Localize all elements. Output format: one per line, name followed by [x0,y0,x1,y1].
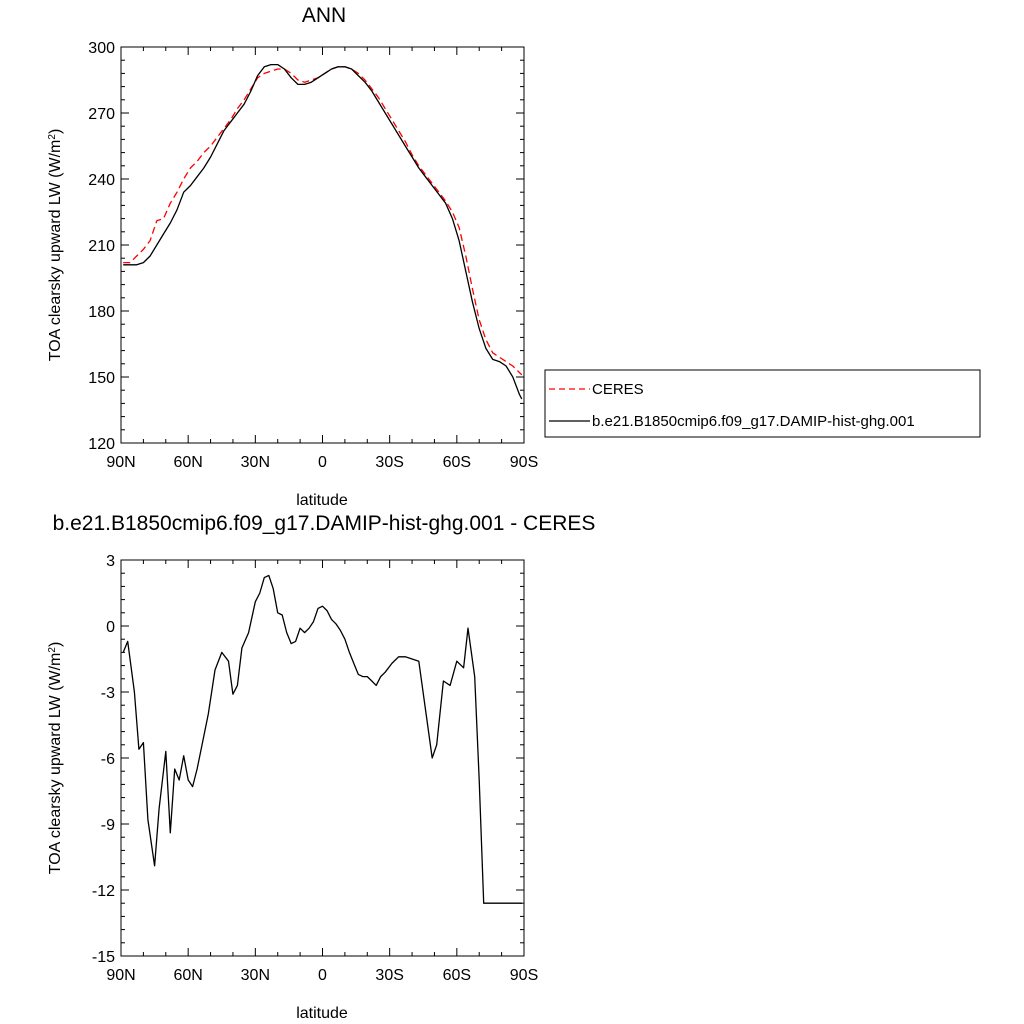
bottom-y-axis-label-main: TOA clearsky upward LW (W/m [47,653,64,875]
bottom-y-tick-label: -12 [92,883,115,900]
top-y-tick-label: 180 [88,304,115,321]
bottom-series-lines [122,574,522,904]
top-x-tick-label: 90N [106,454,135,471]
top-x-tick-label: 0 [318,454,327,471]
bottom-y-axis-label: TOA clearsky upward LW (W/m2) [47,642,65,875]
top-chart-title: ANN [302,4,346,27]
top-y-axis-label-close: ) [47,129,64,134]
legend-label-model: b.e21.B1850cmip6.f09_g17.DAMIP-hist-ghg.… [592,413,915,430]
top-x-tick-label: 60N [173,454,202,471]
top-panel: ANN 90N 60N 30N 0 30S 60S 90S 120 150 180 210 240 27… [47,4,539,509]
top-x-axis-label: latitude [296,492,348,509]
bottom-x-axis-label: latitude [296,1005,348,1022]
top-y-tick-label: 120 [88,436,115,453]
top-series-line-0 [123,66,523,376]
bottom-panel: b.e21.B1850cmip6.f09_g17.DAMIP-hist-ghg.… [47,512,596,1022]
top-x-tick-label: 90S [510,454,538,471]
legend-box [544,369,981,438]
bottom-x-tick-label: 60N [173,967,202,984]
bottom-x-tick-label: 60S [443,967,471,984]
bottom-y-axis-label-close: ) [47,642,64,647]
top-y-tick-label: 240 [88,172,115,189]
top-x-tick-label: 60S [443,454,471,471]
top-x-tick-label: 30S [375,454,403,471]
bottom-y-tick-label: -6 [101,751,115,768]
top-y-tick-label: 300 [88,40,115,57]
top-y-axis-label-sup: 2 [47,134,58,140]
top-y-tick-label: 210 [88,238,115,255]
bottom-y-tick-label: -3 [101,685,115,702]
top-series-lines [123,63,523,400]
bottom-x-tick-label: 90S [510,967,538,984]
top-x-tick-label: 30N [241,454,270,471]
top-y-tick-label: 270 [88,106,115,123]
top-y-axis-label: TOA clearsky upward LW (W/m2) [47,129,65,362]
bottom-x-tick-label: 30S [375,967,403,984]
bottom-x-tick-label: 0 [318,967,327,984]
top-y-tick-label: 150 [88,370,115,387]
bottom-series-line-0 [122,574,522,904]
top-series-line-1 [123,63,523,400]
bottom-y-tick-label: 3 [106,553,115,570]
bottom-y-tick-label: -15 [92,949,115,966]
top-ticks: 90N 60N 30N 0 30S 60S 90S 120 150 180 210 240 270 300 [88,40,538,471]
bottom-x-tick-label: 30N [241,967,270,984]
bottom-y-axis-label-sup: 2 [47,647,58,653]
bottom-plot-frame [120,559,525,957]
legend-label-ceres: CERES [592,381,644,398]
top-y-axis-label-main: TOA clearsky upward LW (W/m [47,140,64,362]
legend: CERES b.e21.B1850cmip6.f09_g17.DAMIP-his… [544,369,981,438]
bottom-ticks: 90N 60N 30N 0 30S 60S 90S -15 -12 -9 -6 -3 0 3 [92,553,538,984]
bottom-y-tick-label: -9 [101,817,115,834]
bottom-y-tick-label: 0 [106,619,115,636]
bottom-x-tick-label: 90N [106,967,135,984]
bottom-chart-title: b.e21.B1850cmip6.f09_g17.DAMIP-hist-ghg.… [53,512,596,535]
